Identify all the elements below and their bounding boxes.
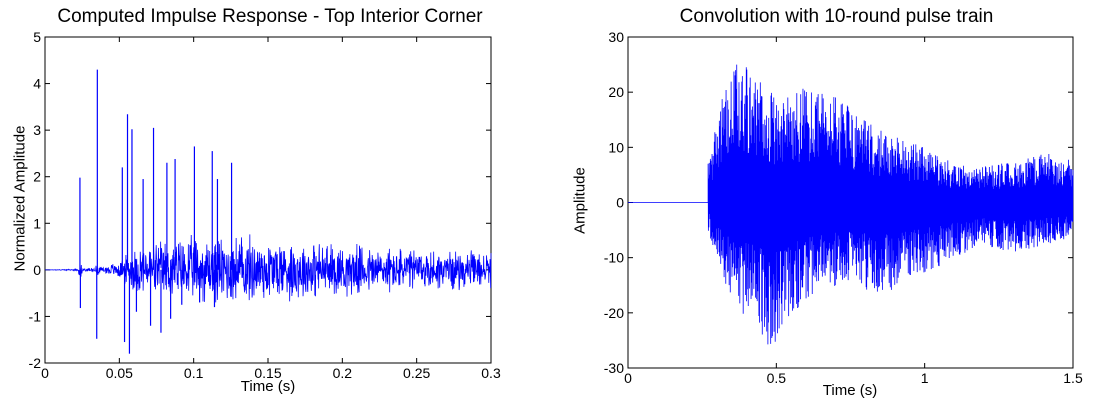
plot-frame [44,36,492,364]
chart-title: Convolution with 10-round pulse train [679,6,994,27]
x-tick-label: 0.15 [254,365,281,381]
x-tick-label: 0.3 [481,365,501,381]
y-tick-label: 30 [608,29,624,45]
x-tick-label: 1.5 [1063,370,1083,386]
x-tick-label: 0.5 [767,370,787,386]
x-tick-label: 0.2 [333,365,353,381]
x-axis-label: Time (s) [822,382,878,399]
y-axis-label: Normalized Amplitude [11,125,29,272]
y-tick-label: 3 [33,122,41,138]
x-tick-label: 0.05 [106,365,133,381]
y-tick-label: -1 [29,308,42,324]
y-axis-label: Amplitude [571,167,589,234]
y-tick-label: 5 [33,29,41,45]
y-tick-label: 0 [33,262,41,278]
convolution-line [628,64,1074,345]
y-tick-label: 10 [608,139,624,155]
y-tick-label: 4 [33,76,41,92]
x-tick-label: 1 [921,370,929,386]
x-tick-label: 0.1 [184,365,204,381]
impulse-response-plot: 0 0.05 0.1 0.15 0.2 0.25 0.3 -2 -1 0 1 2 3 4 5 [29,29,501,381]
y-tick-label: 0 [616,195,624,211]
chart-title: Computed Impulse Response - Top Interior… [57,6,483,27]
x-axis-label: Time (s) [240,378,296,395]
convolution-plot: 0 0.5 1 1.5 -30 -20 -10 0 10 20 30 [604,29,1083,386]
x-tick-label: 0.25 [403,365,430,381]
y-tick-label: -10 [604,250,624,266]
x-tick-label: 0 [624,370,632,386]
y-tick-label: 1 [33,215,41,231]
impulse-response-chart: Computed Impulse Response - Top Interior… [0,0,540,409]
y-tick-label: 2 [33,169,41,185]
y-tick-label: -2 [29,355,42,371]
y-tick-label: -20 [604,305,624,321]
x-tick-label: 0 [41,365,49,381]
y-tick-label: 20 [608,84,624,100]
y-tick-label: -30 [604,360,624,376]
impulse-response-line [45,234,492,303]
